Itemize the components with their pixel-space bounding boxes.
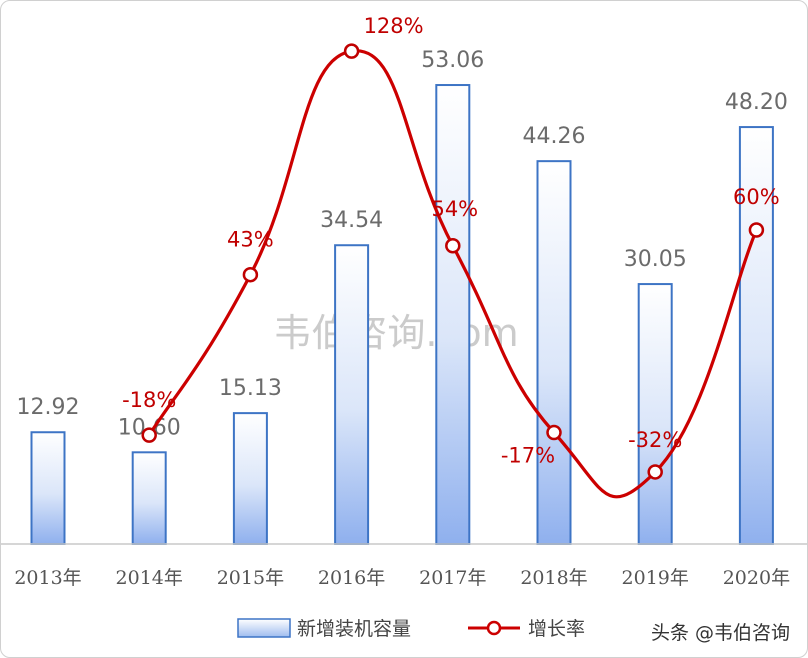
rate-point-2018年 bbox=[546, 424, 562, 441]
x-tick-label: 2013年 bbox=[14, 567, 81, 589]
bar-2017年 bbox=[435, 84, 471, 545]
rate-value-label: 60% bbox=[733, 185, 780, 209]
bar-2020年 bbox=[738, 126, 774, 545]
growth-rate-labels: -18% 43% 128% 54% -17% -32% 60% bbox=[122, 14, 780, 467]
bar-2018年 bbox=[536, 160, 572, 545]
legend-swatch-bar bbox=[237, 618, 291, 638]
bar-value-label: 15.13 bbox=[219, 376, 282, 401]
rate-point-2017年 bbox=[445, 238, 461, 254]
rate-value-label: 54% bbox=[431, 197, 478, 221]
rate-point-2020年 bbox=[748, 222, 765, 238]
watermark-text: 韦伯咨询.com bbox=[273, 311, 518, 355]
rate-point-2015年 bbox=[242, 266, 259, 283]
rate-point-2014年 bbox=[141, 427, 157, 443]
legend-label-bar: 新增装机容量 bbox=[297, 618, 411, 640]
bar-2013年 bbox=[30, 431, 66, 546]
bar-value-label: 34.54 bbox=[320, 208, 383, 233]
bar-2015年 bbox=[232, 412, 268, 545]
bar-value-label: 12.92 bbox=[17, 395, 80, 420]
x-tick-label: 2015年 bbox=[217, 567, 284, 589]
x-tick-label: 2019年 bbox=[622, 567, 689, 589]
bar-value-label: 48.20 bbox=[725, 90, 788, 115]
bar-value-label: 30.05 bbox=[624, 247, 687, 272]
bar-value-label: 44.26 bbox=[523, 124, 586, 149]
rate-point-2019年 bbox=[647, 464, 663, 480]
x-tick-label: 2016年 bbox=[318, 567, 385, 589]
bar-series bbox=[30, 84, 774, 546]
x-tick-label: 2014年 bbox=[116, 567, 183, 589]
x-tick-label: 2020年 bbox=[723, 567, 790, 589]
bar-2014年 bbox=[131, 451, 167, 545]
growth-rate-points bbox=[141, 43, 765, 480]
rate-value-label: 43% bbox=[227, 228, 274, 252]
bar-2016年 bbox=[334, 244, 370, 545]
rate-value-label: 128% bbox=[364, 14, 424, 38]
rate-point-2016年 bbox=[343, 43, 360, 59]
rate-value-label: -17% bbox=[501, 444, 555, 468]
rate-value-label: -32% bbox=[628, 428, 682, 452]
x-tick-label: 2017年 bbox=[419, 567, 486, 589]
legend-label-line: 增长率 bbox=[528, 618, 585, 640]
x-axis-ticks: 2013年 2014年 2015年 2016年 2017年 2018年 2019年 2020年 bbox=[14, 567, 790, 589]
source-credit: 头条 @韦伯咨询 bbox=[651, 622, 790, 644]
x-tick-label: 2018年 bbox=[520, 567, 587, 589]
bar-value-label: 53.06 bbox=[421, 48, 484, 73]
bar-2019年 bbox=[637, 283, 673, 545]
legend-swatch-marker bbox=[486, 620, 502, 636]
legend: 新增装机容量 增长率 bbox=[237, 618, 585, 640]
rate-value-label: -18% bbox=[122, 388, 176, 412]
